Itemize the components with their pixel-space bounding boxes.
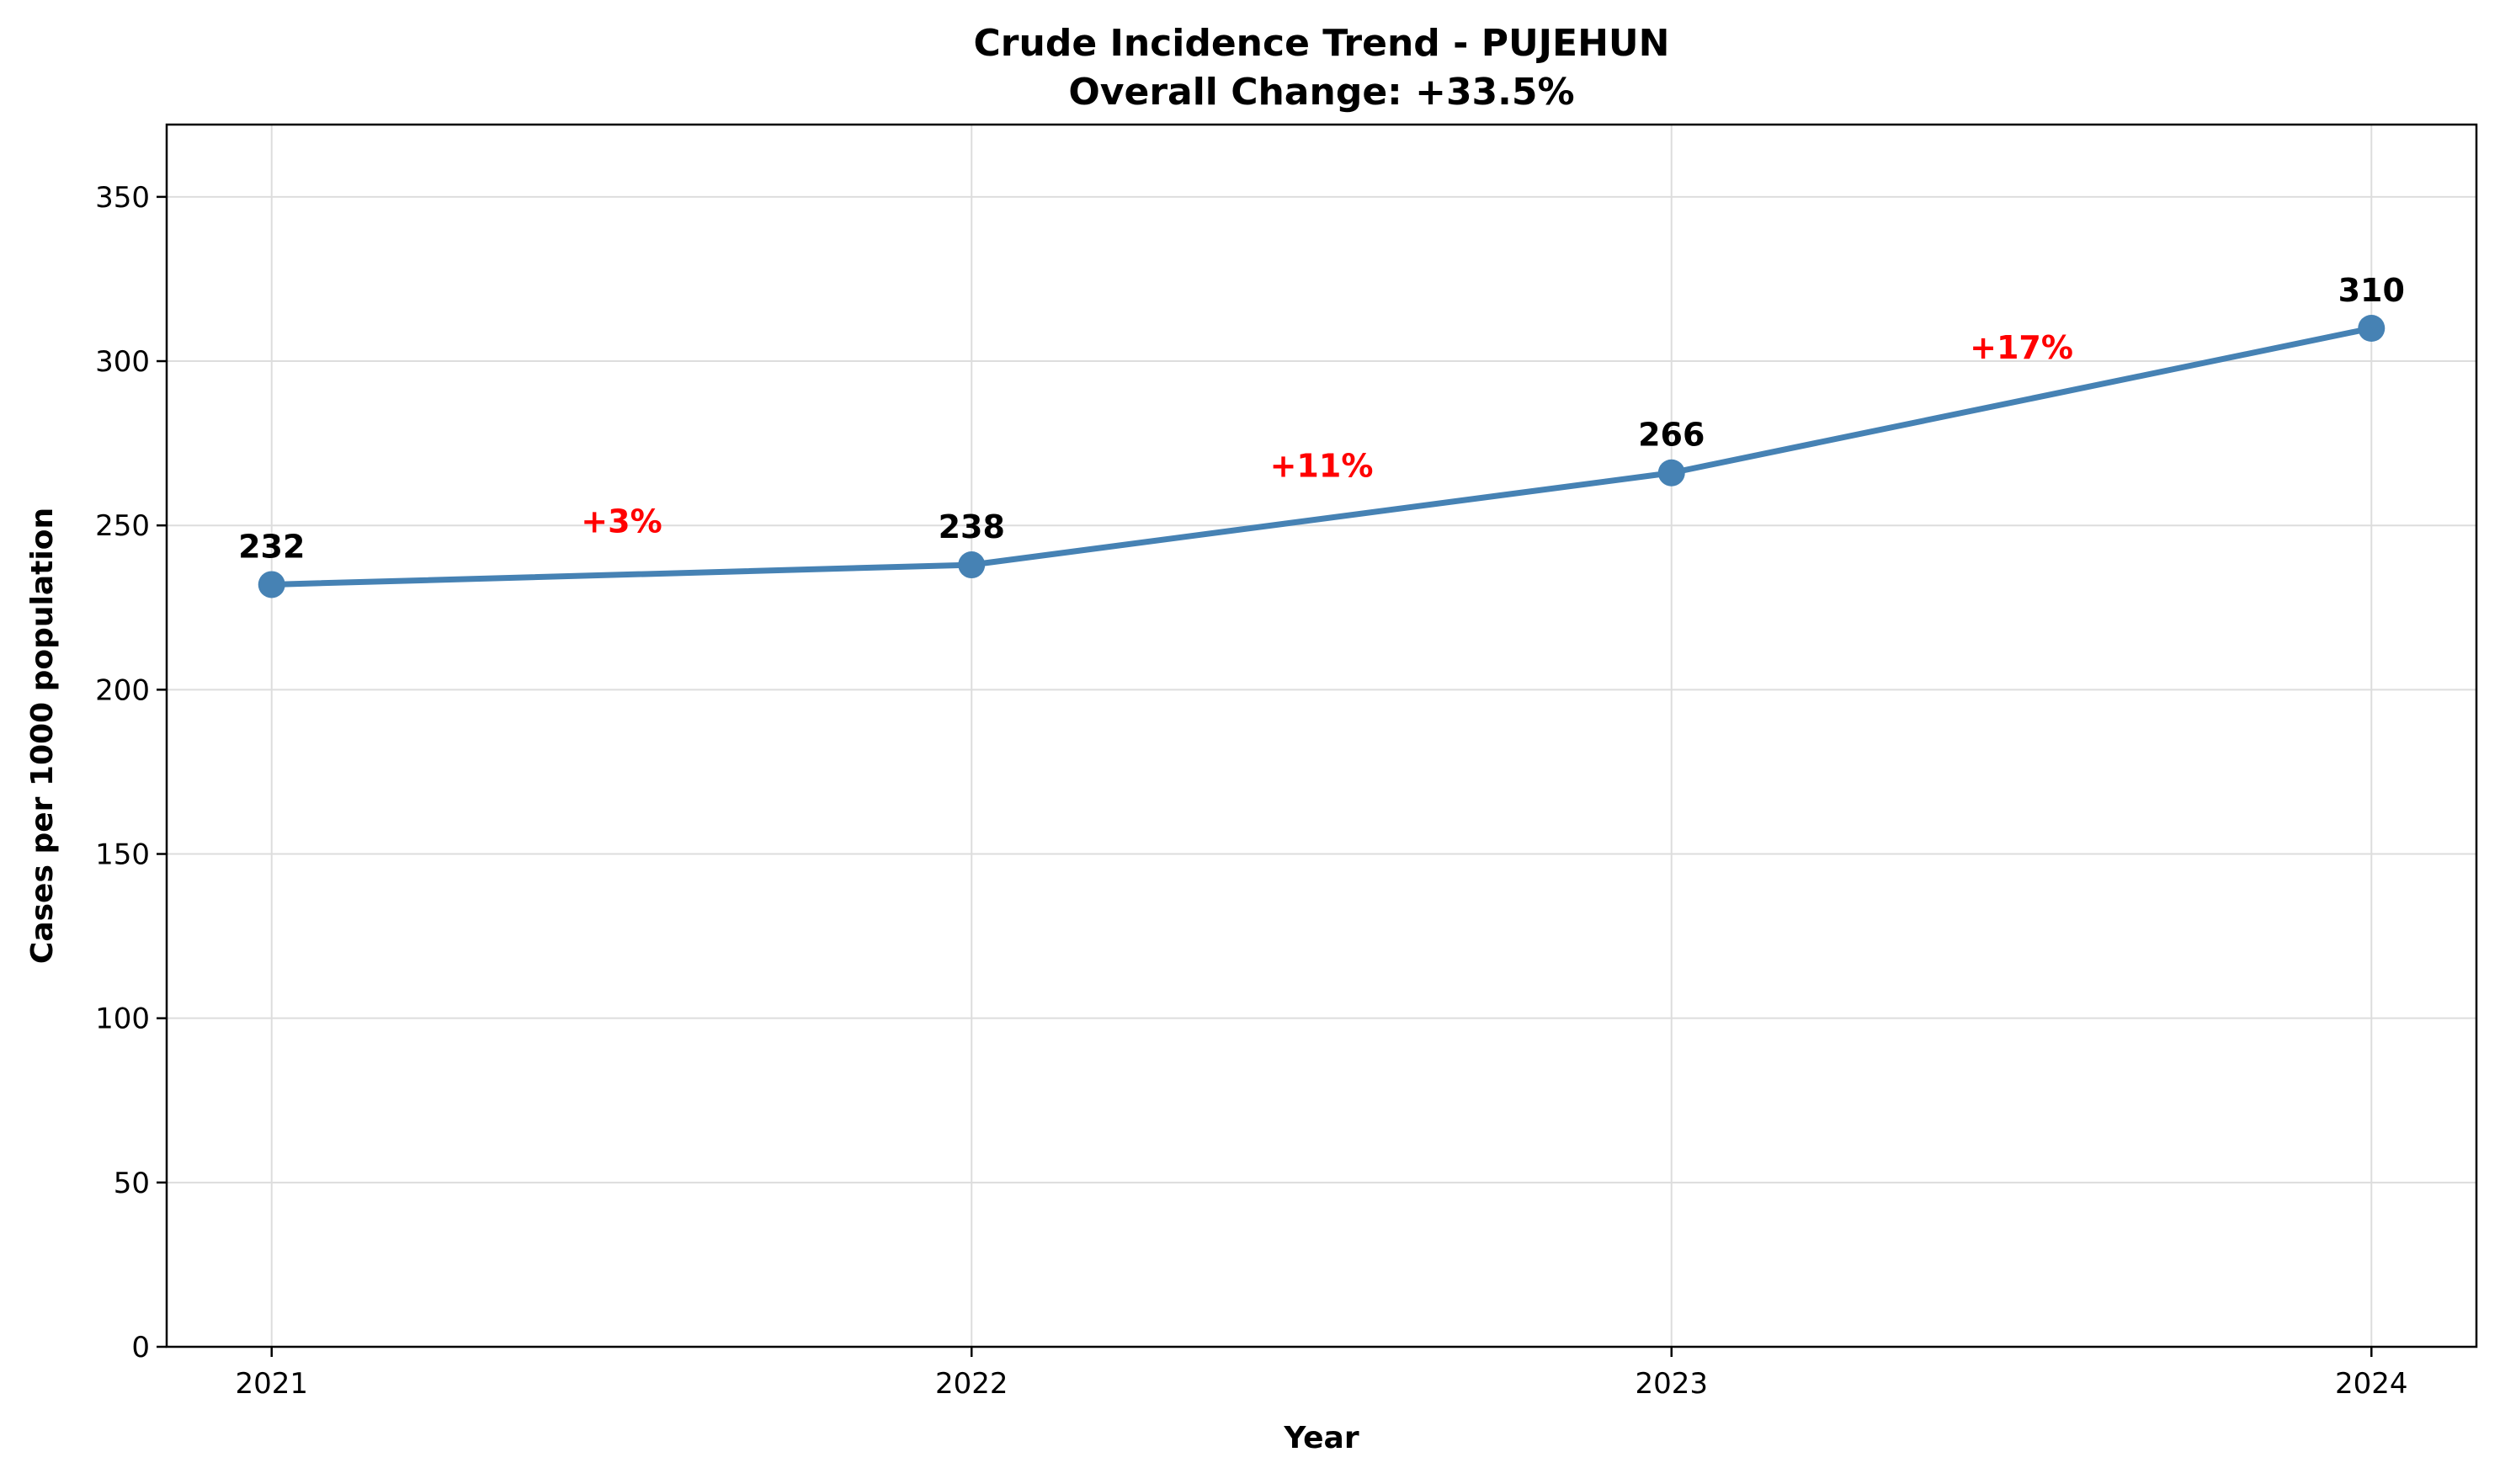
data-point bbox=[1657, 459, 1685, 487]
x-tick-label: 2024 bbox=[2335, 1367, 2408, 1401]
plot-frame bbox=[165, 123, 2478, 1348]
y-tick-label: 250 bbox=[95, 509, 150, 543]
change-label: +3% bbox=[581, 503, 662, 540]
x-tick-label: 2021 bbox=[235, 1367, 308, 1401]
y-tick-label: 50 bbox=[114, 1167, 150, 1200]
y-axis-label: Cases per 1000 population bbox=[25, 508, 60, 964]
chart-subtitle: Overall Change: +33.5% bbox=[1068, 71, 1574, 114]
value-label: 232 bbox=[238, 528, 305, 565]
data-point bbox=[958, 551, 986, 579]
axes: 0 50 100 150 200 250 300 350 2021 2022 2023 2024 bbox=[95, 181, 2407, 1401]
x-tick-label: 2022 bbox=[935, 1367, 1008, 1401]
x-tick-label: 2023 bbox=[1635, 1367, 1708, 1401]
x-axis-label: Year bbox=[1283, 1421, 1359, 1455]
y-tick-label: 0 bbox=[131, 1331, 150, 1364]
data-point bbox=[258, 571, 285, 598]
y-tick-label: 200 bbox=[95, 673, 150, 707]
value-label: 310 bbox=[2338, 272, 2405, 309]
y-tick-label: 300 bbox=[95, 345, 150, 379]
value-label: 238 bbox=[939, 508, 1005, 545]
data-labels: 232 238 266 310 +3% +11% +17% bbox=[238, 272, 2405, 565]
y-tick-label: 100 bbox=[95, 1003, 150, 1036]
change-label: +11% bbox=[1270, 447, 1374, 484]
value-label: 266 bbox=[1638, 417, 1705, 454]
y-tick-label: 150 bbox=[95, 838, 150, 872]
chart-title: Crude Incidence Trend - PUJEHUN bbox=[974, 22, 1670, 65]
series-incidence bbox=[258, 315, 2386, 598]
y-tick-label: 350 bbox=[95, 181, 150, 215]
grid bbox=[167, 125, 2476, 1348]
series-line bbox=[269, 325, 2375, 588]
change-label: +17% bbox=[1970, 329, 2073, 366]
data-point bbox=[2358, 315, 2386, 342]
